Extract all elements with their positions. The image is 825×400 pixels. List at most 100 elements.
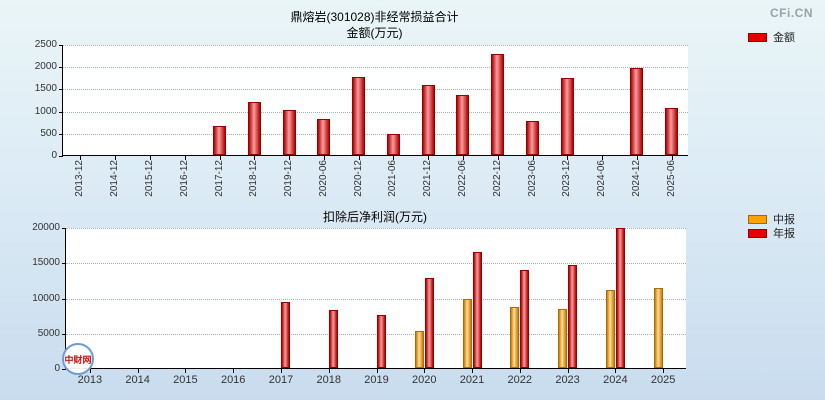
x-axis-tick: [89, 369, 91, 373]
y-axis-tick: [59, 89, 63, 91]
x-axis-tick: [472, 369, 474, 373]
x-axis-tick: [115, 156, 117, 160]
x-axis-label: 2020-12: [352, 160, 364, 197]
x-axis-label: 2023-06: [526, 160, 538, 197]
bar-年报-2023: [568, 265, 578, 368]
x-axis-tick: [519, 369, 521, 373]
legend-swatch-annual: [748, 228, 767, 238]
x-axis-label: 2021-12: [422, 160, 434, 197]
x-axis-label: 2023-12: [561, 160, 573, 197]
bar-中报-2021: [462, 298, 472, 368]
bar-年报-2018: [329, 309, 339, 368]
legend-item-interim: 中报: [748, 212, 795, 226]
y-axis-tick: [62, 263, 66, 265]
x-axis-label: 2024-06: [596, 160, 608, 197]
bar-金额-2019-12: [282, 109, 296, 155]
legend-swatch-interim: [748, 214, 767, 224]
y-axis-label: 1000: [34, 105, 57, 117]
bar-金额-2020-12: [352, 77, 366, 155]
x-axis-label: 2020-06: [317, 160, 329, 197]
x-axis-label: 2013: [77, 374, 103, 386]
x-axis-tick: [149, 156, 151, 160]
bar-中报-2022: [510, 306, 520, 368]
x-axis-label: 2014: [125, 374, 150, 386]
y-axis-label: 15000: [32, 257, 60, 269]
bar-金额-2021-06: [386, 133, 400, 155]
y-axis-tick: [62, 333, 66, 335]
legend-item-annual: 年报: [748, 226, 795, 240]
cfi-logo-text: 中财网: [64, 354, 92, 365]
y-axis-tick: [62, 228, 66, 229]
x-axis-tick: [615, 369, 617, 373]
x-axis-tick: [184, 156, 186, 160]
bar-金额-2018-12: [247, 101, 261, 155]
plot-area-amount: 0 500 1000 1500 2000 2500 2013-12 2014-12 2015-1…: [35, 39, 688, 197]
gridline: [63, 111, 688, 113]
legend-label-amount: 金额: [773, 32, 795, 44]
x-axis-label: 2021-06: [387, 160, 399, 197]
chart-title: 鼎熔岩(301028)非经常损益合计: [290, 10, 459, 24]
x-axis-tick: [428, 156, 430, 160]
x-axis-tick: [219, 156, 221, 160]
x-axis-tick: [185, 369, 187, 373]
bar-中报-2020: [414, 330, 424, 368]
y-axis-label: 10000: [32, 292, 60, 304]
bar-年报-2022: [520, 270, 530, 368]
bar-年报-2021: [472, 251, 482, 368]
x-axis-tick: [567, 156, 569, 160]
x-axis-label: 2023: [555, 374, 580, 386]
x-axis-label: 2013-12: [74, 160, 86, 197]
plot-area-net-profit: 0 5000 10000 15000 20000 2013 2014 2015 2016 2017…: [32, 222, 686, 386]
x-axis-label: 2015: [173, 374, 198, 386]
x-axis-label: 2021: [459, 374, 485, 386]
bar-年报-2019: [377, 315, 386, 368]
x-axis-label: 2024: [603, 374, 628, 386]
bar-金额-2023-12: [560, 78, 574, 155]
cfi-brand-text: CFi.CN: [770, 6, 813, 20]
y-axis-label: 0: [54, 363, 60, 374]
bar-金额-2021-12: [421, 84, 435, 155]
bar-金额-2023-06: [526, 121, 539, 155]
x-axis-tick: [376, 369, 378, 373]
x-axis-tick: [424, 369, 426, 373]
legend-swatch-amount: [748, 32, 767, 42]
x-axis-tick: [358, 156, 360, 160]
x-axis-label: 2016: [220, 374, 246, 386]
legend-item-amount: 金额: [748, 30, 795, 44]
bar-金额-2022-12: [491, 54, 505, 155]
y-axis-tick: [59, 45, 63, 46]
y-axis-label: 2500: [34, 39, 57, 50]
x-axis-tick: [137, 369, 139, 373]
x-axis-tick: [233, 369, 235, 373]
x-axis-tick: [393, 156, 395, 160]
bar-金额-2025-06: [665, 107, 679, 155]
gridline: [66, 228, 686, 229]
x-axis-label: 2024-12: [630, 160, 642, 197]
x-axis-tick: [532, 156, 534, 160]
x-axis-tick: [254, 156, 256, 160]
gridline: [63, 133, 688, 135]
x-axis-tick: [280, 369, 282, 373]
legend-net-profit: 中报 年报: [748, 212, 795, 240]
x-axis-label: 2018-12: [248, 160, 260, 197]
bar-中报-2025: [653, 287, 663, 368]
x-axis-tick: [671, 156, 673, 160]
legend-amount: 金额: [748, 30, 795, 44]
bar-金额-2020-06: [317, 119, 331, 155]
y-axis-tick: [59, 156, 63, 157]
x-axis-tick: [663, 369, 665, 373]
gridline: [63, 45, 688, 46]
chart-subtitle: 金额(万元): [346, 26, 403, 40]
net-profit-chart: 扣除后净利润(万元) 0 5000 10000 15000 20000 2013 2014 2…: [0, 200, 825, 400]
y-axis-label: 1500: [34, 83, 57, 95]
y-axis-label: 500: [40, 127, 57, 139]
x-axis-label: 2016-12: [178, 160, 190, 197]
y-axis-tick: [62, 298, 66, 300]
chart-title-net-profit: 扣除后净利润(万元): [323, 210, 427, 224]
gridline: [66, 298, 686, 300]
x-axis-label: 2020: [412, 374, 437, 386]
y-axis-label: 5000: [37, 327, 60, 339]
x-axis-tick: [328, 369, 330, 373]
x-axis-tick: [462, 156, 464, 160]
